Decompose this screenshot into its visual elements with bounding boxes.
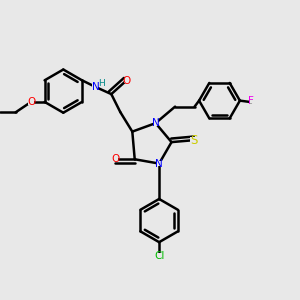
Text: O: O [111, 154, 119, 164]
Text: Cl: Cl [154, 251, 164, 261]
Bar [156, 161, 162, 166]
Bar [112, 157, 118, 162]
Text: O: O [27, 97, 35, 107]
Text: H: H [98, 79, 105, 88]
Bar [124, 78, 129, 83]
Text: N: N [155, 159, 163, 169]
Bar [153, 120, 158, 126]
Text: N: N [92, 82, 99, 92]
Bar [249, 98, 254, 103]
Text: O: O [122, 76, 130, 85]
Bar [190, 137, 198, 143]
Text: S: S [190, 134, 198, 147]
Bar [154, 253, 164, 259]
Bar [92, 84, 98, 90]
Text: N: N [152, 118, 160, 128]
Bar [99, 81, 104, 85]
Bar [28, 99, 34, 105]
Text: F: F [248, 96, 254, 106]
